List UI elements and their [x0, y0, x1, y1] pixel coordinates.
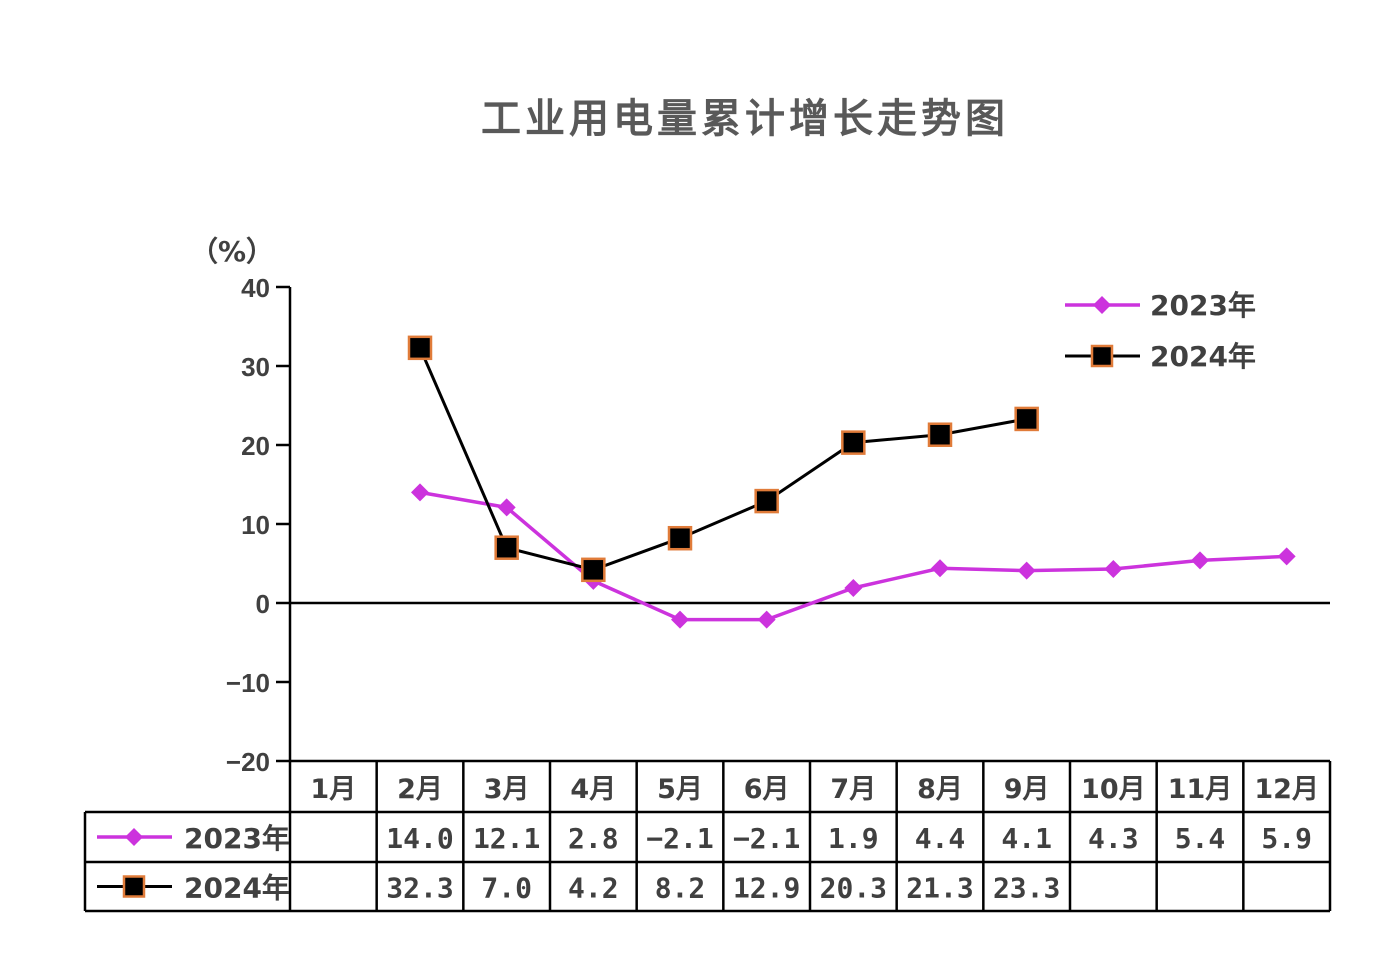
category-label: 11月 — [1168, 774, 1233, 805]
table-legend-marker — [122, 875, 146, 898]
series-line — [419, 490, 1287, 622]
data-point — [841, 430, 866, 455]
table-cell-value: 1.9 — [828, 822, 879, 855]
category-label: 12月 — [1254, 774, 1319, 805]
category-label: 4月 — [570, 774, 616, 805]
data-point — [1017, 561, 1036, 580]
data-point — [1014, 406, 1039, 432]
table-series-name: 2024年 — [184, 872, 290, 905]
table-cell-value: 4.3 — [1088, 822, 1139, 855]
category-label: 5月 — [657, 774, 703, 805]
data-point — [1191, 551, 1209, 570]
table-cell-value: 20.3 — [820, 872, 887, 905]
data-point — [1277, 547, 1296, 566]
table-cell-value: 5.9 — [1261, 822, 1312, 855]
data-point — [757, 610, 776, 629]
legend: 2023年 2024年 — [1065, 289, 1256, 373]
table-cell-value: 8.2 — [655, 872, 706, 905]
category-label: 1月 — [310, 774, 356, 805]
table-cell-value: 5.4 — [1175, 822, 1226, 855]
data-point — [931, 559, 949, 578]
table-cell-value: −2.1 — [733, 822, 800, 855]
table-cell-value: 21.3 — [906, 872, 973, 905]
data-point — [581, 557, 606, 583]
table-legend-marker — [125, 828, 143, 846]
table-series-name: 2023年 — [184, 822, 290, 855]
category-label: 7月 — [830, 774, 876, 805]
data-point — [411, 483, 429, 502]
y-tick-label: 20 — [241, 431, 270, 461]
series-lines — [407, 335, 1296, 629]
category-label: 8月 — [917, 774, 963, 805]
category-label: 10月 — [1081, 774, 1146, 805]
y-tick-label: 10 — [241, 510, 270, 540]
table-cell-value: 7.0 — [481, 872, 532, 905]
data-point — [844, 578, 863, 597]
legend-marker — [1090, 344, 1114, 368]
data-point — [754, 488, 779, 514]
table-cell-value: 14.0 — [386, 822, 453, 855]
data-point — [407, 335, 433, 361]
y-axis-unit: （%） — [190, 235, 274, 268]
y-tick-label: 0 — [256, 589, 270, 619]
series-line — [418, 347, 1027, 572]
chart-title: 工业用电量累计增长走势图 — [481, 96, 1009, 142]
table-cell-value: 32.3 — [386, 872, 453, 905]
legend-label: 2024年 — [1150, 340, 1256, 373]
data-point — [927, 422, 953, 447]
category-label: 2月 — [397, 774, 443, 805]
table-cell-value: −2.1 — [646, 822, 713, 855]
table-cell-value: 4.1 — [1001, 822, 1052, 855]
data-point — [497, 498, 516, 517]
table-cell-value: 12.1 — [473, 822, 540, 855]
y-axis-ticks: 40 30 20 10 0 −10 −20 — [226, 273, 290, 777]
category-label: 6月 — [744, 774, 790, 805]
data-point — [667, 525, 693, 551]
series-1 — [407, 335, 1039, 583]
y-tick-label: −20 — [226, 747, 270, 777]
y-tick-label: 30 — [241, 352, 270, 382]
data-point — [494, 535, 519, 560]
legend-label: 2023年 — [1150, 289, 1256, 322]
legend-marker — [1093, 296, 1111, 314]
y-tick-label: −10 — [226, 668, 270, 698]
table-cell-value: 23.3 — [993, 872, 1060, 905]
data-point — [671, 610, 689, 629]
data-table: 1月 2月 3月 4月 5月 6月 7月 8月 9月 10月 11月 12月 2023年 14.0 12.1… — [83, 759, 1332, 913]
table-cell-value: 12.9 — [733, 872, 800, 905]
table-cell-value: 4.4 — [915, 822, 966, 855]
category-label: 3月 — [484, 774, 530, 805]
data-point — [1104, 560, 1123, 579]
y-tick-label: 40 — [241, 273, 270, 303]
table-cell-value: 4.2 — [568, 872, 619, 905]
table-cell-value: 2.8 — [568, 822, 619, 855]
category-label: 9月 — [1004, 774, 1050, 805]
